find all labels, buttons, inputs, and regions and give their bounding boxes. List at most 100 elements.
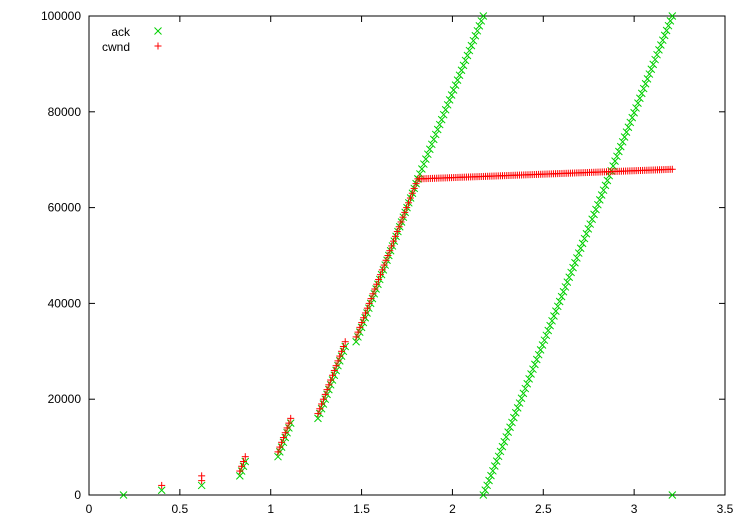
ack-point bbox=[647, 65, 656, 74]
ack-point bbox=[418, 165, 426, 173]
ack-point bbox=[457, 66, 466, 75]
ack-point bbox=[626, 118, 635, 127]
cwnd-point bbox=[274, 448, 282, 456]
ack-point bbox=[517, 394, 526, 403]
ack-point bbox=[658, 36, 667, 45]
ack-point bbox=[498, 442, 507, 451]
ack-point bbox=[443, 100, 452, 109]
ack-point bbox=[666, 16, 675, 25]
y-tick-label: 100000 bbox=[41, 9, 81, 23]
ack-point bbox=[433, 125, 442, 134]
ack-point bbox=[628, 113, 637, 122]
ack-point bbox=[634, 99, 642, 107]
ack-point bbox=[235, 471, 244, 480]
ack-point bbox=[590, 210, 598, 219]
ack-point bbox=[584, 225, 593, 233]
cwnd-point bbox=[314, 410, 322, 418]
ack-point bbox=[467, 41, 476, 50]
ack-point bbox=[660, 31, 669, 40]
ack-point bbox=[655, 46, 663, 54]
ack-point bbox=[576, 244, 585, 253]
cwnd-point bbox=[356, 323, 364, 331]
ack-point bbox=[471, 31, 480, 40]
ack-point bbox=[447, 91, 456, 99]
cwnd-point bbox=[325, 381, 333, 389]
legend-marker-ack bbox=[154, 27, 162, 35]
cwnd-point bbox=[412, 180, 420, 188]
x-tick-label: 0 bbox=[86, 502, 93, 516]
ack-point bbox=[475, 22, 484, 30]
ack-point bbox=[563, 278, 572, 286]
ack-point bbox=[580, 234, 589, 243]
cwnd-point bbox=[241, 453, 249, 461]
cwnd-point bbox=[318, 400, 326, 408]
cwnd-point bbox=[391, 232, 399, 240]
x-tick-label: 3.5 bbox=[717, 502, 734, 516]
cwnd-point bbox=[360, 314, 368, 322]
legend-label-ack: ack bbox=[111, 25, 131, 39]
ack-point bbox=[506, 423, 514, 432]
cwnd-point bbox=[397, 218, 405, 226]
cwnd-point bbox=[352, 333, 360, 341]
ack-point bbox=[557, 292, 566, 301]
cwnd-point bbox=[358, 319, 366, 327]
ack-point bbox=[431, 130, 440, 139]
plot-area bbox=[119, 12, 677, 499]
ack-point bbox=[548, 316, 556, 325]
ack-point bbox=[643, 75, 652, 83]
ack-point bbox=[274, 452, 282, 461]
ack-point bbox=[487, 471, 495, 480]
ack-point bbox=[515, 399, 524, 407]
ack-point bbox=[439, 110, 448, 119]
cwnd-point bbox=[388, 242, 396, 250]
ack-point bbox=[492, 457, 501, 465]
ack-point bbox=[597, 191, 606, 199]
legend-marker-cwnd bbox=[154, 42, 162, 50]
ack-point bbox=[425, 145, 434, 154]
ack-point bbox=[637, 89, 646, 98]
cwnd-point bbox=[332, 362, 340, 370]
cwnd-point bbox=[239, 457, 247, 465]
legend-label-cwnd: cwnd bbox=[102, 40, 130, 54]
ack-point bbox=[314, 414, 322, 423]
ack-point bbox=[555, 297, 564, 306]
x-tick-label: 1 bbox=[267, 502, 274, 516]
ack-point bbox=[614, 147, 623, 156]
ack-point bbox=[455, 71, 464, 80]
ack-point bbox=[419, 160, 428, 168]
cwnd-point bbox=[276, 443, 284, 451]
cwnd-point bbox=[279, 434, 287, 442]
ack-point bbox=[485, 476, 493, 485]
ack-point bbox=[500, 437, 509, 446]
ack-point bbox=[481, 486, 490, 495]
ack-point bbox=[513, 404, 522, 412]
ack-point bbox=[616, 142, 625, 151]
cwnd-point bbox=[375, 275, 383, 283]
cwnd-point bbox=[327, 376, 335, 384]
ack-point bbox=[542, 331, 551, 340]
ack-point bbox=[574, 249, 583, 257]
ack-point bbox=[441, 105, 450, 114]
x-tick-label: 3 bbox=[631, 502, 638, 516]
ack-point bbox=[639, 84, 648, 93]
ack-point bbox=[490, 462, 499, 470]
cwnd-point bbox=[390, 237, 398, 245]
ack-point bbox=[540, 336, 549, 345]
x-tick-label: 2.5 bbox=[535, 502, 552, 516]
ack-point bbox=[463, 51, 472, 60]
y-tick-label: 40000 bbox=[48, 296, 82, 310]
cwnd-point bbox=[334, 357, 342, 365]
ack-point bbox=[504, 428, 512, 436]
ack-point bbox=[445, 96, 454, 104]
ack-point bbox=[453, 76, 462, 85]
ack-point bbox=[197, 481, 206, 490]
cwnd-point bbox=[373, 280, 381, 288]
ack-point bbox=[668, 491, 677, 499]
ack-point bbox=[511, 408, 520, 417]
plot-frame bbox=[88, 15, 726, 496]
ack-point bbox=[630, 108, 638, 117]
ack-point bbox=[437, 115, 446, 124]
ack-point bbox=[569, 263, 577, 272]
ack-point bbox=[586, 220, 595, 228]
